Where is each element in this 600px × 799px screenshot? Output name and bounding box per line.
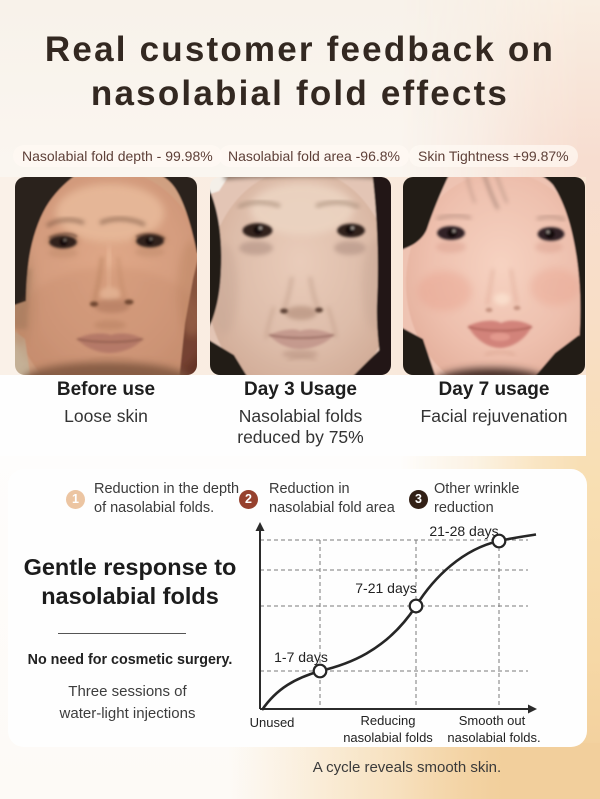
- svg-text:7-21 days: 7-21 days: [355, 580, 416, 596]
- svg-text:nasolabial folds.: nasolabial folds.: [447, 730, 540, 745]
- svg-text:Smooth out: Smooth out: [459, 713, 526, 728]
- svg-text:1-7 days: 1-7 days: [274, 649, 328, 665]
- svg-text:nasolabial folds: nasolabial folds: [343, 730, 433, 745]
- svg-text:21-28 days: 21-28 days: [429, 523, 498, 539]
- svg-text:Unused: Unused: [250, 715, 295, 730]
- svg-text:Reducing: Reducing: [361, 713, 416, 728]
